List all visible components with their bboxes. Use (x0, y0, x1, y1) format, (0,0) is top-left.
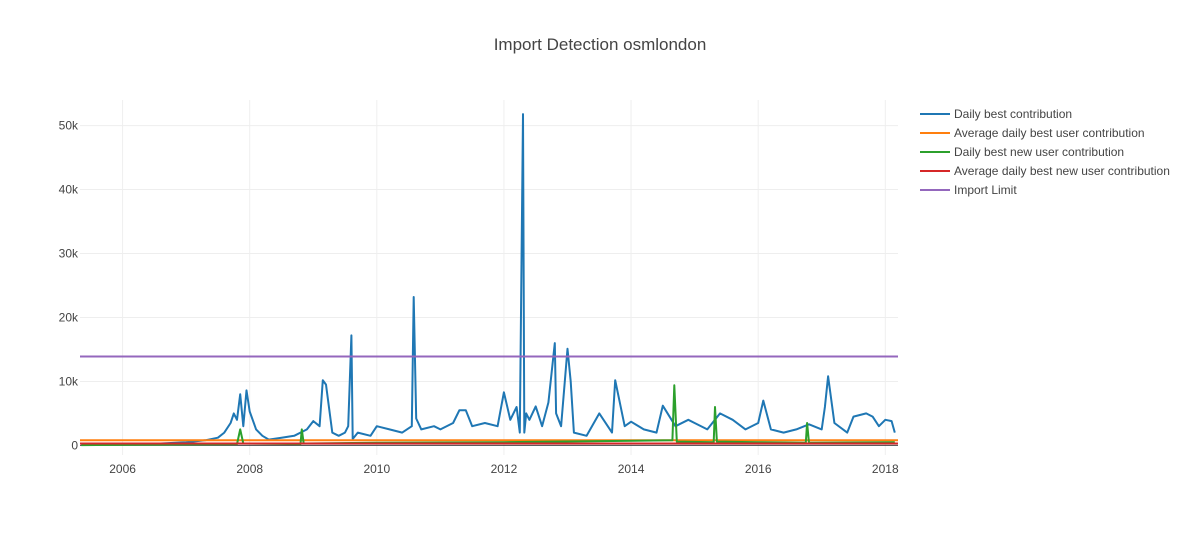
series-line-daily-best-new-user-contribution (81, 384, 895, 447)
x-tick-label: 2016 (745, 462, 772, 476)
y-tick-label: 20k (59, 310, 79, 324)
y-tick-label: 40k (59, 183, 79, 197)
series-line-daily-best-contribution (81, 113, 896, 446)
x-tick-label: 2014 (618, 462, 645, 476)
gridlines (80, 100, 898, 455)
y-tick-label: 0 (71, 438, 78, 452)
legend-label-average-daily-best-new-user-contribution: Average daily best new user contribution (954, 164, 1170, 178)
y-tick-label: 30k (59, 247, 79, 261)
y-tick-label: 50k (59, 119, 79, 133)
legend-label-daily-best-contribution: Daily best contribution (954, 107, 1072, 121)
legend-label-daily-best-new-user-contribution: Daily best new user contribution (954, 145, 1124, 159)
legend-label-import-limit: Import Limit (954, 183, 1017, 197)
x-tick-label: 2006 (109, 462, 136, 476)
x-tick-label: 2012 (491, 462, 518, 476)
legend-label-average-daily-best-user-contribution: Average daily best user contribution (954, 126, 1145, 140)
legend: Daily best contribution Average daily bes… (920, 107, 1170, 197)
chart-title: Import Detection osmlondon (494, 35, 707, 54)
x-tick-label: 2008 (236, 462, 263, 476)
x-tick-label: 2010 (363, 462, 390, 476)
x-tick-label: 2018 (872, 462, 899, 476)
y-axis: 0 10k 20k 30k 40k 50k (59, 119, 79, 453)
y-tick-label: 10k (59, 374, 79, 388)
series-group (80, 113, 898, 447)
x-axis: 2006 2008 2010 2012 2014 2016 2018 (109, 462, 899, 476)
